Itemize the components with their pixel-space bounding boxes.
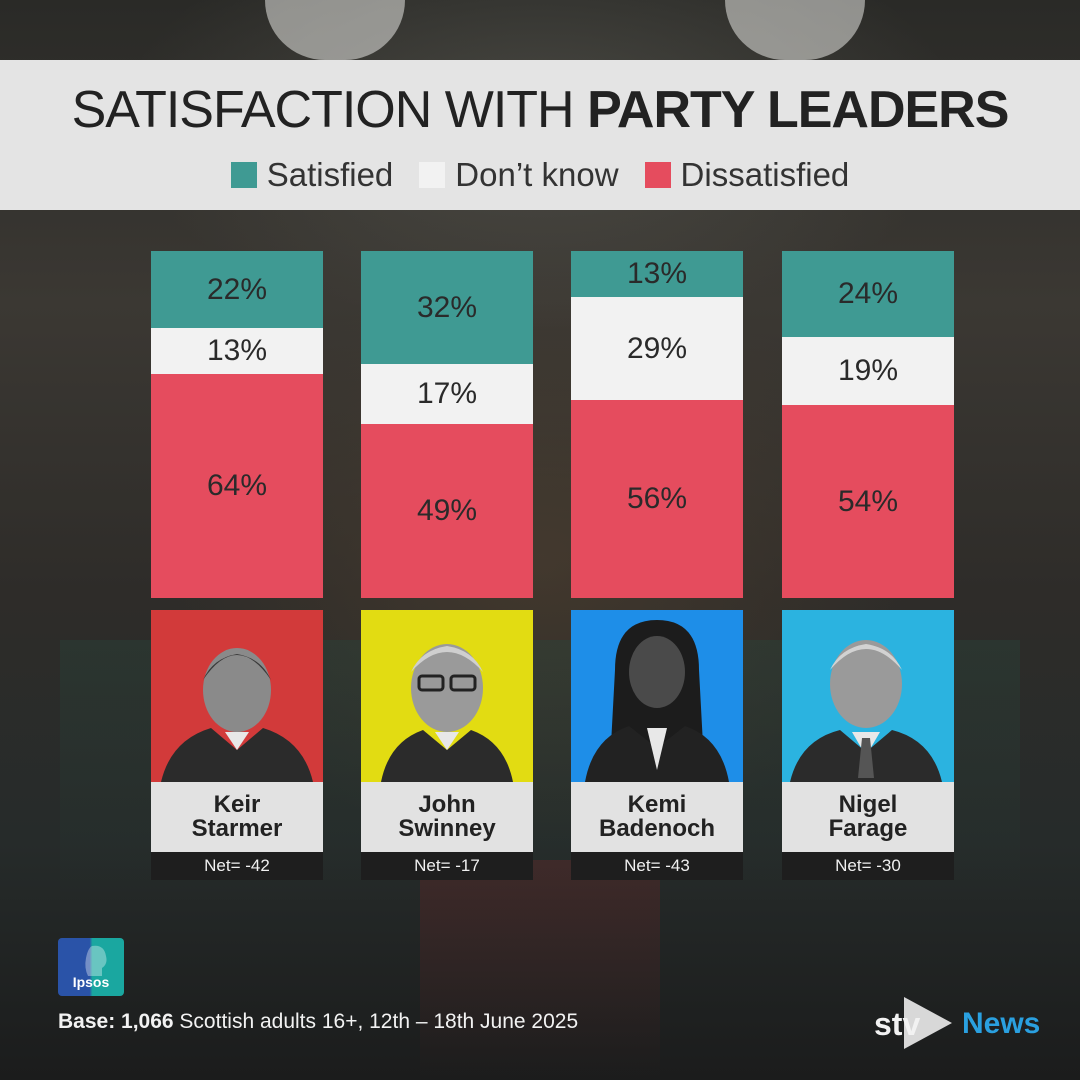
ceiling-lamp [265,0,405,60]
legend-item-satisfied: Satisfied [230,156,394,194]
bar-data-label: 13% [206,334,268,367]
bar-data-label: 19% [837,354,899,387]
bar-data-label: 49% [416,494,478,527]
legend-label: Don’t know [455,156,619,193]
ipsos-logo: Ipsos [58,938,124,996]
legend-swatch-dont-know [419,162,446,188]
ipsos-logo-text: Ipsos [72,974,110,990]
leader-name: Kemi Badenoch [571,782,743,852]
bar-segment-dissatisfied: 64% [151,374,323,598]
bar-data-label: 32% [416,290,478,324]
bar-segment-dissatisfied: 54% [782,405,954,598]
leader-first-name: John [418,791,476,818]
bar-data-label: 17% [416,377,478,410]
bar-segment-dont-know: 17% [361,364,533,424]
net-score: Net= -30 [782,852,954,880]
net-score: Net= -42 [151,852,323,880]
stv-logo-text: stv [874,1006,920,1042]
legend-label: Dissatisfied [680,156,850,193]
net-score: Net= -17 [361,852,533,880]
leader-portrait-icon [381,644,513,782]
leader-last-name: Farage [828,815,908,842]
bar-segment-satisfied: 24% [782,251,954,337]
chart-title: SATISFACTION WITH PARTY LEADERS [0,80,1080,140]
bar-data-label: 54% [837,484,899,518]
leader-name: Nigel Farage [782,782,954,852]
title-light: SATISFACTION WITH [71,81,575,139]
ipsos-head-icon [85,945,107,976]
stacked-bar: 22% 13% 64% [151,251,323,598]
ceiling-lamp [725,0,865,60]
leader-photo [151,610,323,782]
bar-segment-satisfied: 13% [571,251,743,297]
leader-last-name: Starmer [191,815,283,842]
legend-item-dont-know: Don’t know [419,156,619,194]
legend-swatch-satisfied [230,162,257,188]
bar-data-label: 29% [626,331,688,365]
news-logo-text: News [962,1007,1040,1040]
bar-data-label: 13% [626,257,688,290]
bar-segment-dissatisfied: 49% [361,424,533,598]
bar-segment-dissatisfied: 56% [571,400,743,598]
legend-item-dissatisfied: Dissatisfied [644,156,850,194]
bar-data-label: 22% [206,272,268,306]
base-note: Base: 1,066 Scottish adults 16+, 12th – … [58,1010,578,1034]
stacked-bar: 13% 29% 56% [571,251,743,598]
bar-segment-satisfied: 22% [151,251,323,328]
legend-swatch-dissatisfied [644,162,671,188]
leader-first-name: Kemi [627,791,687,818]
leader-portrait-icon [790,640,942,782]
bar-data-label: 24% [837,277,899,310]
leader-last-name: Badenoch [598,815,715,842]
bar-segment-dont-know: 29% [571,297,743,400]
bar-data-label: 56% [626,482,688,515]
leader-name: Keir Starmer [151,782,323,852]
base-rest: Scottish adults 16+, 12th – 18th June 20… [173,1010,579,1033]
leader-name: John Swinney [361,782,533,852]
leader-first-name: Nigel [838,791,898,818]
net-score: Net= -43 [571,852,743,880]
leader-photo [782,610,954,782]
bar-data-label: 64% [206,469,268,502]
stv-triangle-icon [904,997,952,1049]
leader-portrait-icon [585,620,729,782]
stacked-bar: 32% 17% 49% [361,251,533,598]
legend-label: Satisfied [266,156,394,193]
bar-segment-dont-know: 13% [151,328,323,374]
legend: Satisfied Don’t know Dissatisfied [0,156,1080,194]
leader-portrait-icon [161,648,313,782]
bar-segment-satisfied: 32% [361,251,533,364]
leader-photo [571,610,743,782]
leader-last-name: Swinney [398,815,496,842]
title-bold: PARTY LEADERS [587,81,1009,139]
leader-photo [361,610,533,782]
stacked-bar: 24% 19% 54% [782,251,954,598]
base-bold: Base: 1,066 [58,1010,174,1033]
bar-segment-dont-know: 19% [782,337,954,405]
leader-first-name: Keir [213,791,261,818]
stv-news-logo: stv News [874,997,1040,1049]
header-banner [0,60,1080,210]
